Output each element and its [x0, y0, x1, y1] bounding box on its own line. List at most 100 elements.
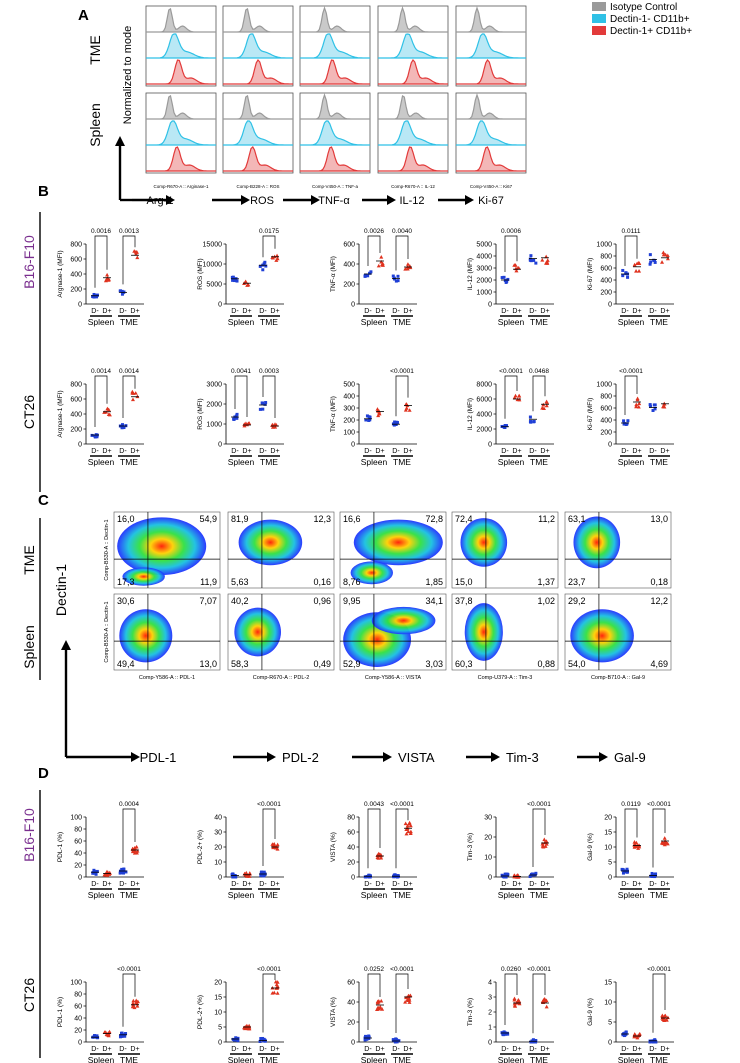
marker-label-4: Gal-9: [614, 750, 646, 765]
y-tick-label: 0: [218, 1040, 222, 1047]
group-tick-label: D+: [130, 308, 139, 315]
data-point: [653, 407, 657, 411]
group-label-tme: TME: [650, 457, 668, 467]
significance-bracket: [262, 973, 276, 1033]
group-tick-label: D-: [392, 881, 400, 888]
quadrant-ul: 63,1: [568, 514, 586, 524]
significance-bracket: [395, 808, 409, 869]
significance-bracket: [532, 808, 546, 867]
p-value-label: <0.0001: [647, 966, 671, 973]
data-point: [513, 1004, 518, 1008]
dectin-neg-histogram: [223, 33, 293, 59]
histogram-axis-label: Comp-B228-A :: ROS: [236, 184, 279, 189]
y-tick-label: 400: [343, 394, 355, 401]
significance-bracket: [652, 808, 666, 868]
row-label-spleen: Spleen: [21, 625, 37, 669]
data-point: [103, 278, 108, 283]
significance-bracket: [624, 808, 638, 863]
data-point: [660, 1013, 665, 1018]
marker-arrow-head: [166, 195, 175, 205]
density-blob: [460, 518, 508, 567]
group-tick-label: D+: [512, 1046, 521, 1053]
y-tick-label: 10: [214, 860, 222, 867]
isotype-histogram: [300, 6, 370, 33]
data-point: [636, 260, 641, 265]
isotype-histogram: [300, 93, 370, 120]
quadrant-lr: 0,16: [313, 577, 331, 587]
p-value-label: 0.0111: [622, 228, 641, 235]
p-value-label: 0.0252: [364, 966, 384, 973]
data-point: [263, 402, 267, 406]
data-point: [408, 823, 413, 828]
y-tick-label: 30: [214, 830, 222, 837]
isotype-histogram: [456, 6, 526, 33]
group-label-tme: TME: [393, 890, 411, 900]
data-point: [120, 426, 124, 430]
data-point: [636, 846, 641, 850]
y-tick-label: 0: [488, 302, 492, 309]
data-point: [661, 250, 666, 255]
data-point: [231, 278, 235, 282]
y-arrow-head: [115, 136, 125, 146]
marker-arrow-head: [131, 752, 140, 762]
group-tick-label: D-: [621, 1046, 629, 1053]
data-point: [532, 1039, 536, 1043]
y-tick-label: 4: [488, 980, 492, 987]
data-point: [378, 1004, 383, 1009]
data-point: [500, 276, 504, 280]
y-axis-label: Gal-9 (%): [587, 998, 594, 1026]
group-tick-label: D+: [403, 308, 412, 315]
group-label-tme: TME: [530, 457, 548, 467]
group-tick-label: D+: [102, 448, 111, 455]
dectin-pos-histogram: [378, 146, 448, 172]
data-point: [376, 263, 381, 268]
histogram-axis-label: Comp-V450-A :: TNF-a: [312, 184, 358, 189]
data-point: [245, 283, 250, 287]
data-point: [364, 418, 368, 422]
data-point: [621, 1033, 625, 1037]
significance-bracket: [395, 973, 409, 1033]
data-point: [514, 268, 519, 273]
quadrant-ul: 30,6: [117, 596, 135, 606]
data-point: [540, 841, 545, 846]
row-label-tme: TME: [87, 35, 103, 65]
panel-label-a: A: [78, 7, 89, 24]
y-tick-label: 15000: [203, 242, 223, 249]
quadrant-ur: 72,8: [425, 514, 443, 524]
data-point: [122, 871, 126, 875]
data-point: [96, 1036, 100, 1040]
flow-plot-0-0: 16,0 54,917,3 11,9 Comp-B530-A :: Dectin-1: [104, 511, 221, 589]
dectin-neg-histogram: [378, 33, 448, 59]
dectin-neg-histogram: [146, 120, 216, 146]
group-tick-label: D-: [259, 1046, 267, 1053]
dectin-neg-histogram: [300, 33, 370, 59]
data-point: [367, 418, 371, 422]
y-tick-label: 0: [608, 1040, 612, 1047]
group-label-tme: TME: [650, 1055, 668, 1063]
row-label-ct26: CT26: [21, 978, 37, 1012]
data-point: [394, 1038, 398, 1042]
data-point: [626, 275, 630, 279]
data-point: [405, 262, 410, 266]
data-point: [259, 1037, 263, 1041]
data-point: [235, 412, 239, 416]
y-tick-label: 800: [600, 254, 612, 261]
p-value-label: <0.0001: [390, 368, 414, 375]
data-point: [379, 255, 384, 259]
data-point: [403, 408, 408, 412]
y-tick-label: 40: [347, 1000, 355, 1007]
data-point: [544, 839, 549, 844]
data-point: [544, 254, 549, 259]
group-tick-label: D+: [403, 881, 412, 888]
group-label-spleen: Spleen: [498, 317, 525, 327]
y-axis-label: VISTA (%): [330, 832, 337, 862]
data-point: [544, 261, 549, 265]
p-value-label: <0.0001: [390, 966, 414, 973]
quadrant-ll: 60,3: [455, 659, 473, 669]
quadrant-ll: 49,4: [117, 659, 135, 669]
dectin-neg-histogram: [146, 33, 216, 59]
